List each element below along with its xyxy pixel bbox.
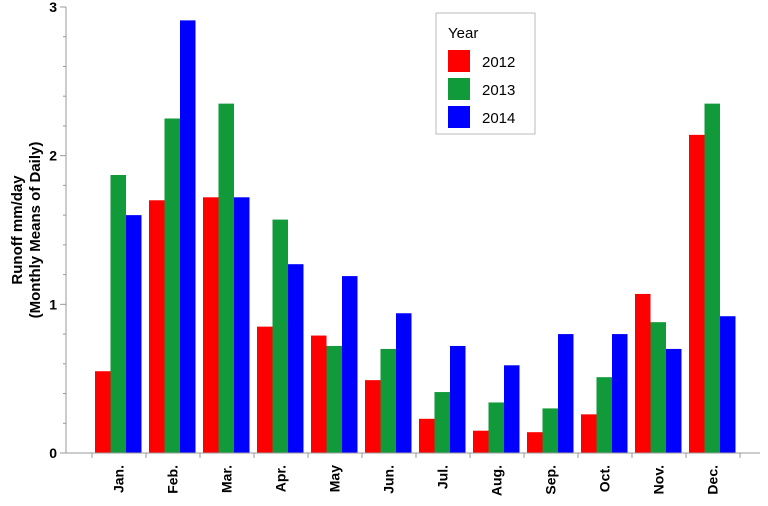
legend-label-2014: 2014 — [482, 110, 515, 127]
x-tick-label: Feb. — [164, 465, 180, 494]
bar-2014-aug — [504, 365, 520, 453]
y-axis-title-line2: (Monthly Means of Daily) — [27, 142, 44, 319]
x-tick-label: Jan. — [110, 465, 126, 493]
bar-2014-sep — [558, 334, 574, 453]
bars — [95, 20, 736, 454]
bar-2012-oct — [581, 414, 597, 453]
bar-2013-oct — [596, 377, 612, 453]
bar-2014-jul — [450, 345, 466, 453]
x-tick-label: Apr. — [272, 465, 288, 492]
bar-2014-apr — [288, 264, 304, 453]
bar-2012-dec — [689, 134, 705, 453]
y-axis-title-line1: Runoff mm/day — [9, 175, 26, 285]
y-ticks: 0 1 2 3 — [49, 0, 57, 461]
bar-2014-may — [342, 276, 358, 453]
x-tick-label: Sep. — [542, 465, 558, 495]
bar-2013-dec — [704, 103, 720, 453]
x-tick-label: Jul. — [434, 465, 450, 489]
bar-2013-feb — [164, 118, 180, 453]
x-tick-label: May — [326, 465, 342, 492]
bar-2012-jan — [95, 371, 111, 453]
bar-2013-nov — [650, 322, 666, 453]
bar-2014-dec — [720, 316, 736, 453]
x-tick-label: Nov. — [650, 465, 666, 494]
bar-2014-nov — [666, 348, 682, 453]
bar-2012-aug — [473, 430, 489, 453]
bar-2012-feb — [149, 200, 165, 453]
bar-2013-aug — [488, 402, 504, 453]
bar-2013-sep — [542, 408, 558, 453]
bar-2014-oct — [612, 334, 628, 453]
legend-swatch-2013 — [448, 78, 470, 100]
bar-2013-jul — [434, 392, 450, 453]
y-axis-title: Runoff mm/day (Monthly Means of Daily) — [9, 142, 44, 319]
bar-2012-nov — [635, 293, 651, 453]
x-tick-label: Aug. — [488, 465, 504, 496]
y-tick-label: 0 — [49, 445, 57, 461]
bar-2012-jun — [365, 380, 381, 453]
legend-label-2012: 2012 — [482, 54, 515, 71]
bar-2013-jun — [380, 348, 396, 453]
axes — [60, 6, 760, 458]
bar-2014-jan — [126, 215, 142, 453]
x-tick-label: Jun. — [380, 465, 396, 494]
bar-2012-jul — [419, 418, 435, 453]
legend-title: Year — [448, 25, 478, 42]
bar-2014-jun — [396, 313, 412, 453]
bar-2013-jan — [110, 174, 126, 454]
y-tick-label: 1 — [49, 296, 57, 312]
bar-2012-may — [311, 335, 327, 453]
y-tick-label: 2 — [49, 148, 57, 164]
legend-label-2013: 2013 — [482, 82, 515, 99]
bar-2013-mar — [218, 103, 234, 453]
legend-swatch-2014 — [448, 106, 470, 128]
bar-2012-apr — [257, 326, 273, 453]
y-tick-label: 3 — [49, 0, 57, 15]
bar-2012-sep — [527, 432, 543, 453]
x-tick-label: Mar. — [218, 465, 234, 493]
bar-2014-mar — [234, 197, 250, 453]
bar-2012-mar — [203, 197, 219, 453]
x-labels: Jan. Feb. Mar. Apr. May Jun. Jul. Aug. Sep. Oct. N… — [110, 465, 720, 496]
x-tick-label: Dec. — [704, 465, 720, 495]
bar-2013-may — [326, 345, 342, 453]
legend-swatch-2012 — [448, 50, 470, 72]
bar-2014-feb — [180, 20, 196, 453]
bar-2013-apr — [272, 219, 288, 453]
x-tick-label: Oct. — [596, 465, 612, 492]
